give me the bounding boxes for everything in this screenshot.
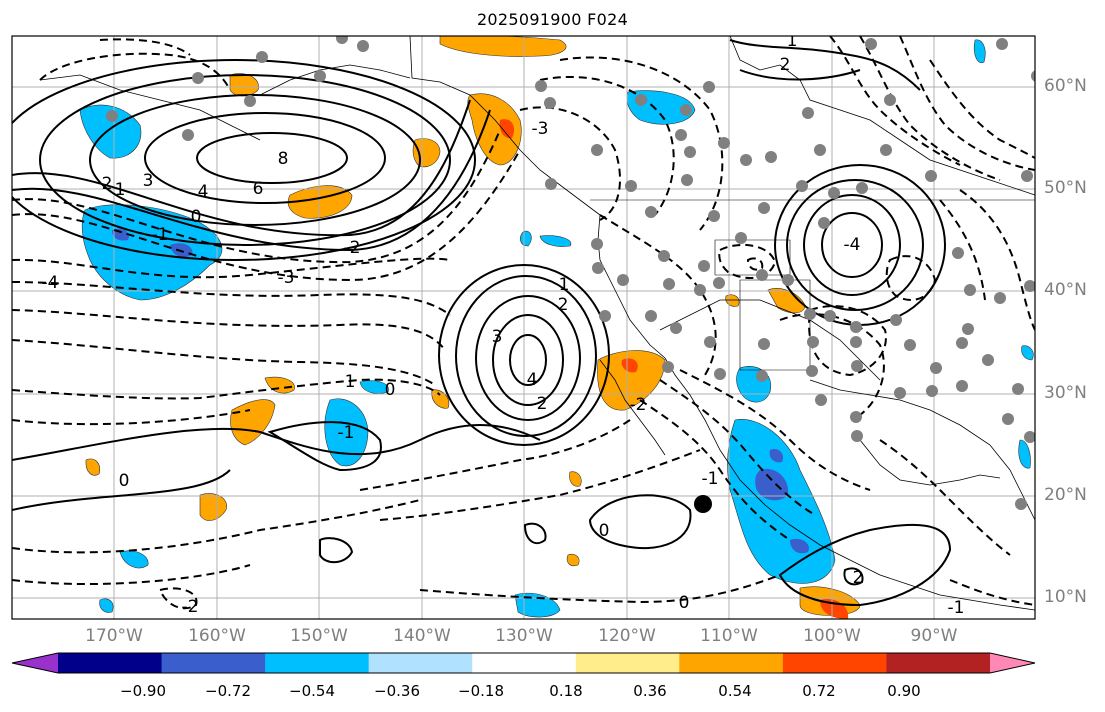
colorbar-tick: 0.18 (549, 682, 583, 700)
colorbar-segment (575, 653, 680, 673)
svg-text:-4: -4 (42, 273, 59, 293)
lon-label-120w: 120°W (598, 626, 656, 646)
lon-label-150w: 150°W (290, 626, 348, 646)
colorbar-tick: 0.90 (887, 682, 921, 700)
svg-text:6: 6 (253, 179, 264, 199)
colorbar-segment (782, 653, 887, 673)
svg-text:8: 8 (278, 149, 289, 169)
lon-label-170w: 170°W (85, 626, 143, 646)
contour-labels: 8 6 4 3 2 1 0 -1 -2 -3 -4 1 2 3 4 0 -1 -… (42, 31, 965, 618)
colorbar-tick: −0.72 (205, 682, 251, 700)
lat-label-10n: 10°N (1044, 587, 1087, 607)
lon-label-110w: 110°W (700, 626, 758, 646)
svg-text:-1: -1 (152, 225, 169, 245)
colorbar-extend-high (990, 653, 1035, 673)
map-title: 2025091900 F024 (476, 10, 629, 29)
colorbar-extend-low (12, 653, 58, 673)
colorbar-tick: 0.72 (802, 682, 836, 700)
svg-text:0: 0 (191, 207, 202, 227)
station-markers (106, 36, 1035, 510)
colorbar-tick: −0.36 (374, 682, 420, 700)
svg-text:1: 1 (115, 180, 126, 200)
storm-center-marker (694, 495, 712, 513)
svg-text:3: 3 (492, 327, 503, 347)
svg-text:-2: -2 (630, 395, 647, 415)
colorbar-segment (886, 653, 991, 673)
svg-text:-1: -1 (702, 469, 719, 489)
negative-contours (12, 36, 1035, 610)
colorbar-segment (58, 653, 163, 673)
svg-text:-2: -2 (344, 238, 361, 258)
colorbar-tick: 0.54 (718, 682, 752, 700)
lat-label-20n: 20°N (1044, 485, 1087, 505)
svg-text:0: 0 (679, 593, 690, 613)
svg-text:-2: -2 (531, 394, 548, 414)
svg-text:-2: -2 (182, 597, 199, 617)
svg-text:0: 0 (119, 471, 130, 491)
colorbar-tick: −0.54 (289, 682, 335, 700)
lat-label-30n: 30°N (1044, 383, 1087, 403)
svg-text:4: 4 (527, 370, 538, 390)
svg-text:1: 1 (559, 275, 570, 295)
svg-text:0: 0 (385, 380, 396, 400)
svg-text:-3: -3 (278, 268, 295, 288)
colorbar-tick: −0.90 (120, 682, 166, 700)
colorbar-segment (472, 653, 577, 673)
lat-label-40n: 40°N (1044, 280, 1087, 300)
lon-label-140w: 140°W (393, 626, 451, 646)
svg-text:-4: -4 (844, 235, 861, 255)
svg-text:2: 2 (780, 55, 791, 75)
colorbar-tick: −0.18 (458, 682, 504, 700)
svg-text:-1: -1 (338, 423, 355, 443)
svg-text:-3: -3 (532, 119, 549, 139)
colorbar-segment (368, 653, 473, 673)
colorbar-segment (679, 653, 784, 673)
lon-label-130w: 130°W (495, 626, 553, 646)
lon-label-90w: 90°W (910, 626, 958, 646)
svg-text:1: 1 (787, 31, 798, 51)
svg-text:0: 0 (599, 521, 610, 541)
positive-anomaly-shading (85, 36, 861, 616)
lat-label-60n: 60°N (1044, 76, 1087, 96)
svg-text:-1: -1 (948, 598, 965, 618)
svg-text:2: 2 (558, 295, 569, 315)
lon-label-100w: 100°W (803, 626, 861, 646)
svg-text:4: 4 (198, 182, 209, 202)
lat-label-50n: 50°N (1044, 178, 1087, 198)
colorbar-outline (11, 652, 1036, 674)
svg-text:3: 3 (143, 171, 154, 191)
colorbar-tick: 0.36 (633, 682, 667, 700)
colorbar-segment (161, 653, 266, 673)
colorbar (11, 652, 1036, 674)
svg-text:2: 2 (853, 568, 864, 588)
map-gridlines (12, 36, 1035, 619)
svg-text:2: 2 (102, 174, 113, 194)
lon-label-160w: 160°W (188, 626, 246, 646)
svg-text:1: 1 (345, 372, 356, 392)
coastlines (39, 36, 1035, 611)
colorbar-segment (265, 653, 370, 673)
